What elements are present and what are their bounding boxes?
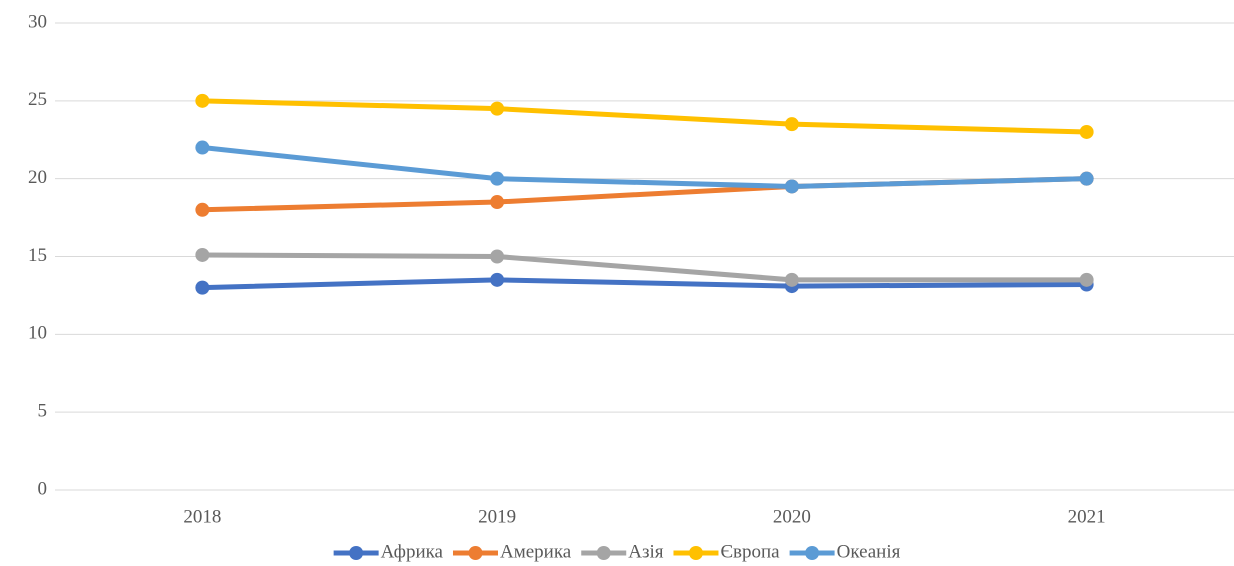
- data-point: [784, 117, 799, 132]
- x-tick-label: 2021: [1068, 506, 1106, 527]
- data-point: [195, 247, 210, 262]
- data-point: [195, 202, 210, 217]
- y-tick-label: 10: [28, 323, 47, 344]
- legend-marker: [805, 546, 820, 560]
- x-tick-label: 2019: [478, 506, 516, 527]
- legend: Африка Америка Азія Європа Океанія: [333, 541, 901, 562]
- series-line: [199, 98, 1090, 135]
- legend-label: Європа: [720, 541, 780, 562]
- data-point: [490, 195, 505, 210]
- data-point: [490, 272, 505, 287]
- legend-marker: [349, 546, 364, 560]
- series-line: [199, 252, 1090, 283]
- legend-marker: [596, 546, 611, 560]
- legend-label: Америка: [500, 541, 572, 562]
- data-point: [1079, 124, 1094, 139]
- data-point: [195, 140, 210, 155]
- data-point: [1079, 272, 1094, 287]
- data-point: [784, 179, 799, 194]
- legend-marker: [688, 546, 703, 560]
- y-tick-label: 25: [28, 89, 47, 110]
- y-tick-label: 20: [28, 167, 47, 188]
- y-tick-label: 0: [38, 478, 48, 499]
- data-point: [195, 93, 210, 108]
- series-line: [199, 277, 1090, 291]
- y-tick-label: 5: [38, 401, 48, 422]
- data-point: [195, 280, 210, 295]
- data-point: [490, 101, 505, 116]
- series-line: [199, 145, 1090, 189]
- data-point: [784, 272, 799, 287]
- data-point: [1079, 171, 1094, 186]
- data-point: [490, 171, 505, 186]
- legend-label: Африка: [381, 541, 444, 562]
- legend-label: Океанія: [837, 541, 901, 562]
- x-tick-label: 2020: [773, 506, 811, 527]
- y-tick-label: 30: [28, 11, 47, 32]
- y-tick-label: 15: [28, 245, 47, 266]
- legend-marker: [468, 546, 483, 560]
- x-tick-label: 2018: [183, 506, 221, 527]
- legend-label: Азія: [628, 541, 664, 562]
- data-point: [490, 249, 505, 264]
